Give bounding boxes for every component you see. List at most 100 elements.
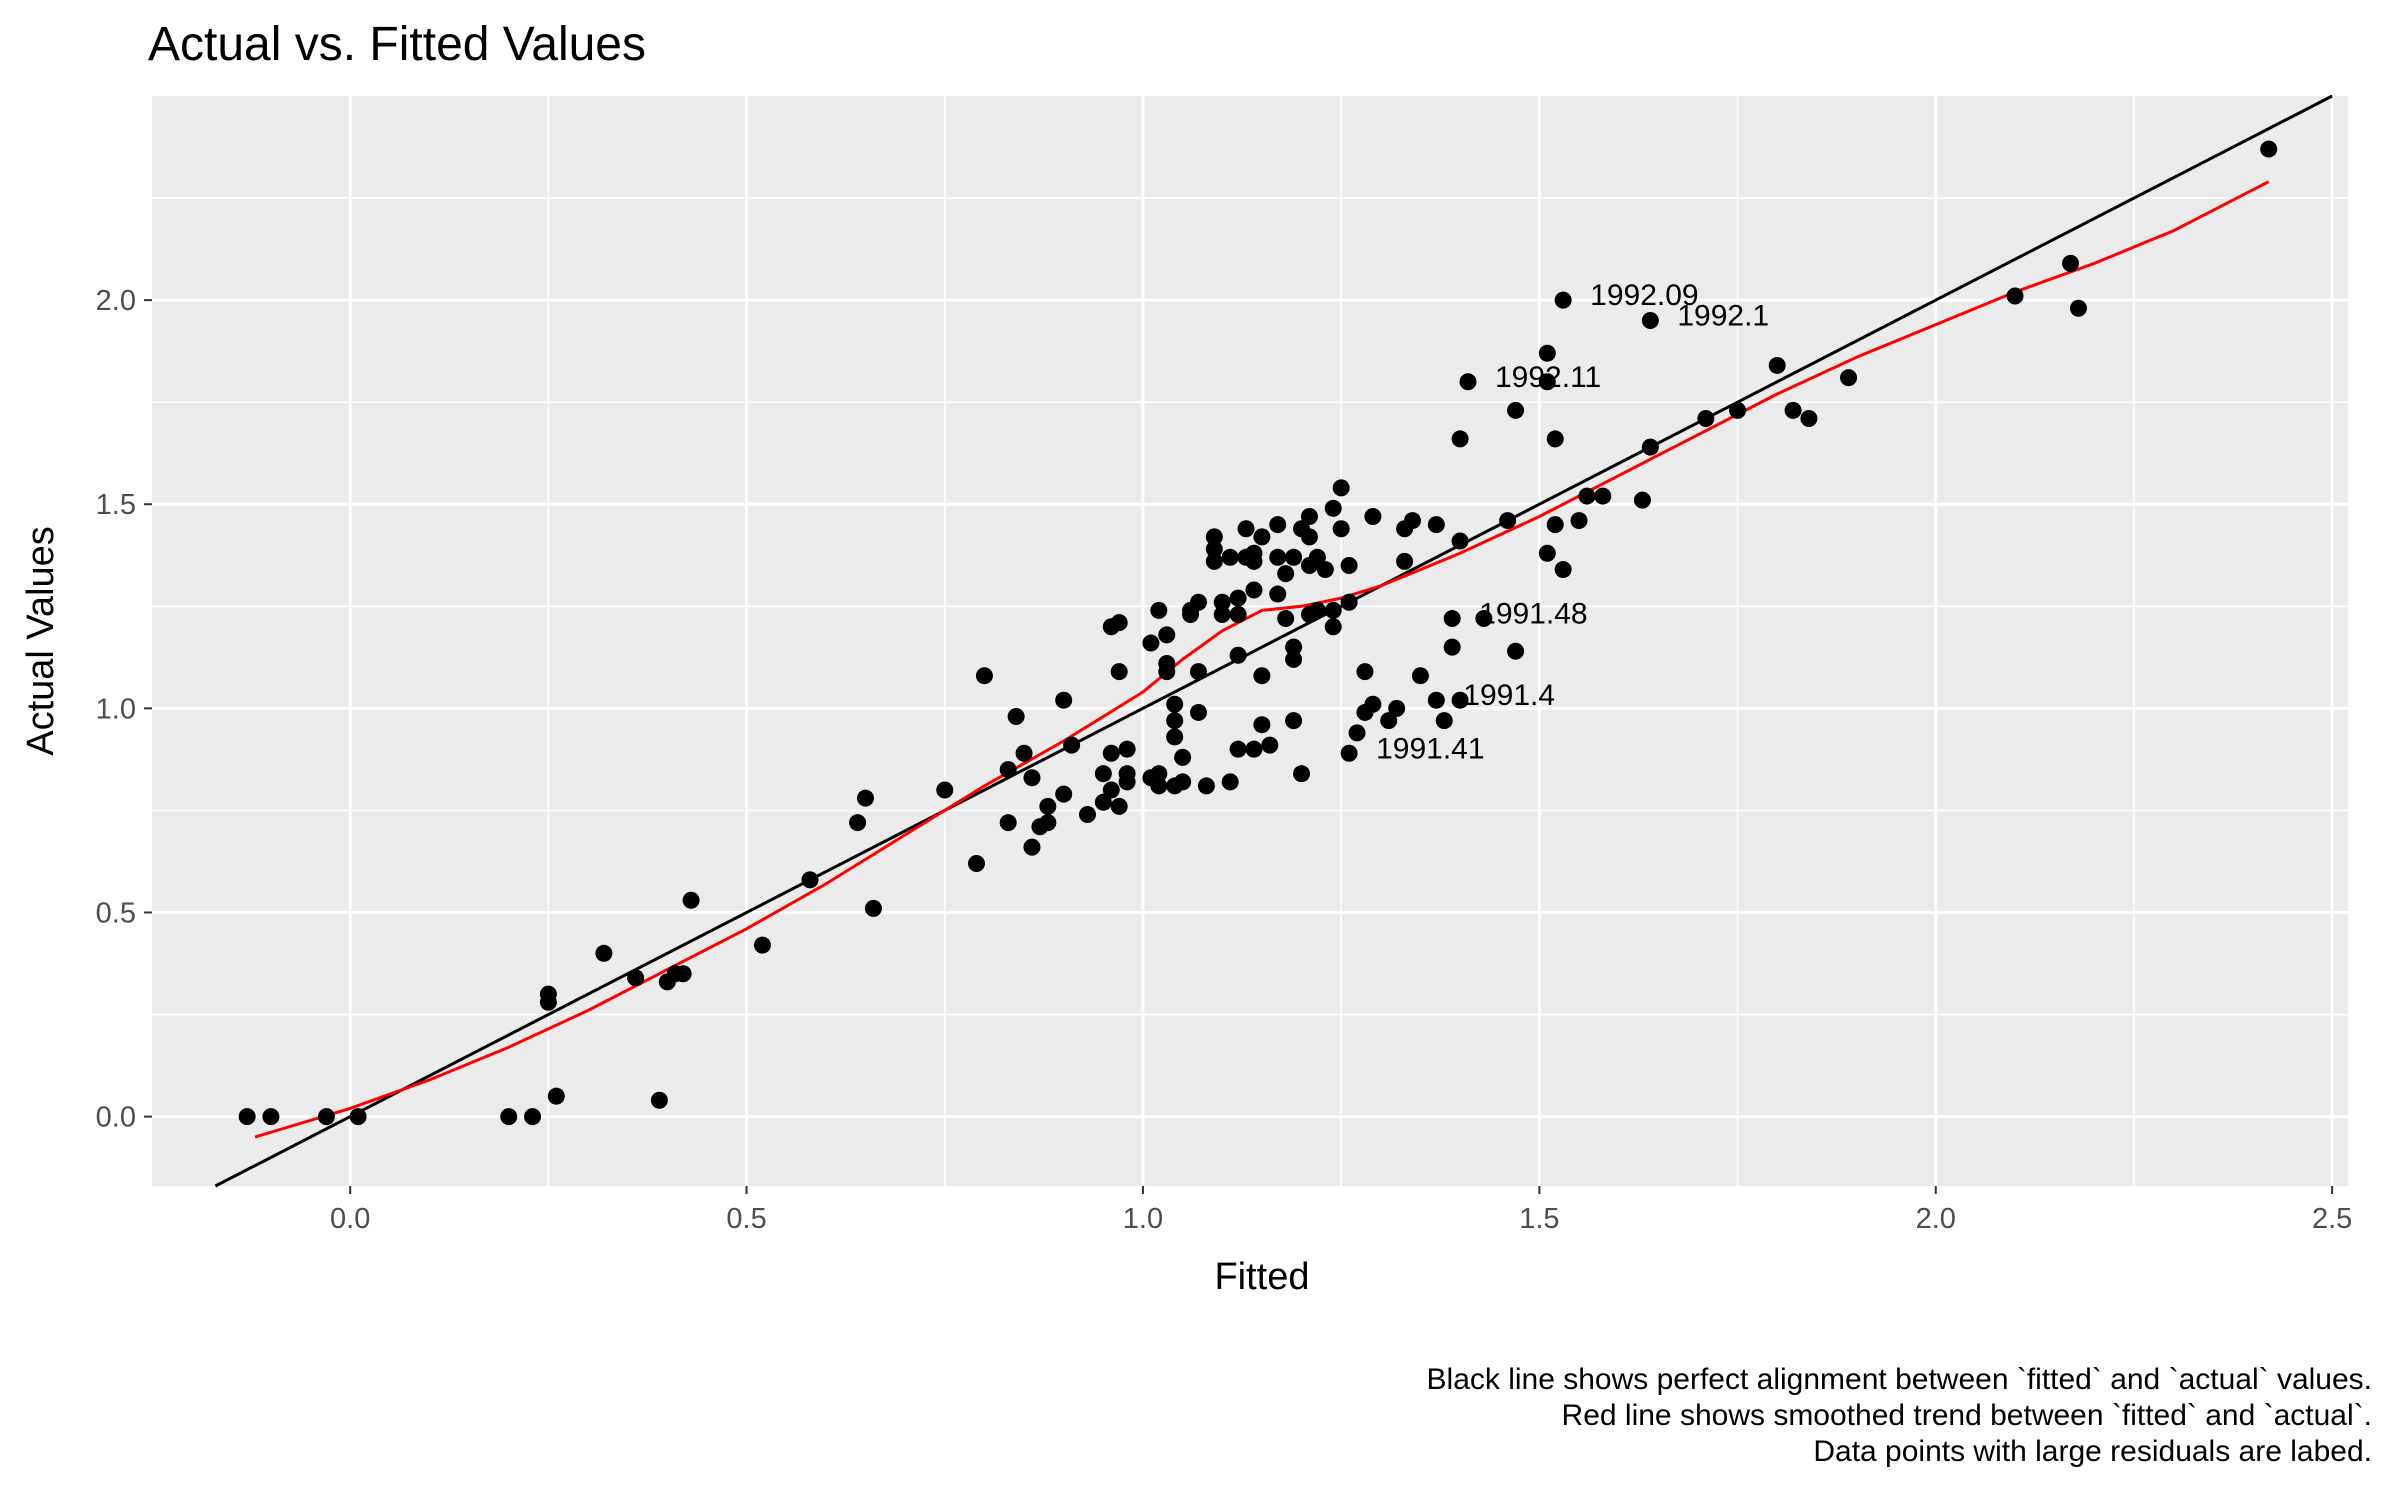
data-point [1094, 765, 1112, 783]
data-point [1538, 373, 1556, 391]
data-point [1189, 703, 1207, 721]
data-point [1499, 512, 1517, 530]
data-point [1451, 691, 1469, 709]
data-point [1213, 605, 1231, 623]
data-point [1324, 618, 1342, 636]
data-point [1697, 410, 1715, 428]
y-axis-ticks: 0.0 0.5 1.0 1.5 2.0 [96, 285, 152, 1134]
data-point [1507, 642, 1525, 660]
residual-label: 1991.41 [1376, 732, 1484, 765]
data-point [1277, 565, 1295, 583]
data-point [1594, 487, 1612, 505]
data-point [349, 1108, 367, 1126]
data-point [1443, 638, 1461, 656]
data-point [864, 899, 882, 917]
residual-label: 1992.09 [1590, 279, 1698, 312]
data-point [1205, 552, 1223, 570]
data-point [1364, 695, 1382, 713]
data-point [857, 789, 875, 807]
data-point [1229, 740, 1247, 758]
data-point [1213, 593, 1231, 611]
caption-line-1: Black line shows perfect alignment betwe… [1427, 1363, 2372, 1396]
residual-label: 1991.4 [1463, 679, 1555, 712]
data-point [1142, 634, 1160, 652]
data-point [1380, 712, 1398, 730]
data-point [1229, 646, 1247, 664]
data-point [1078, 806, 1096, 824]
data-point [1253, 716, 1271, 734]
data-point [2006, 287, 2024, 305]
data-point [1641, 312, 1659, 330]
data-point [1459, 373, 1477, 391]
data-point [1840, 369, 1858, 387]
data-point [1340, 556, 1358, 574]
data-point [1729, 401, 1747, 419]
data-point [1324, 499, 1342, 517]
data-point [547, 1087, 565, 1105]
data-point [682, 891, 700, 909]
data-point [317, 1108, 335, 1126]
data-point [524, 1108, 542, 1126]
y-tick-label: 0.0 [96, 1102, 136, 1134]
data-point [1039, 814, 1057, 832]
data-point [1221, 773, 1239, 791]
data-point [1388, 699, 1406, 717]
data-point [1189, 593, 1207, 611]
data-point [1285, 650, 1303, 668]
data-point [936, 781, 954, 799]
data-point [1269, 548, 1287, 566]
x-tick-label: 2.0 [1916, 1203, 1956, 1235]
data-point [1308, 601, 1326, 619]
data-point [1784, 401, 1802, 419]
data-point [1538, 544, 1556, 562]
y-tick-label: 2.0 [96, 285, 136, 317]
data-point [1189, 663, 1207, 681]
data-point [1102, 744, 1120, 762]
data-point [1039, 797, 1057, 815]
x-tick-label: 0.0 [330, 1203, 370, 1235]
data-point [262, 1108, 280, 1126]
x-axis-ticks: 0.0 0.5 1.0 1.5 2.0 2.5 [330, 1186, 2352, 1235]
data-point [2069, 299, 2087, 317]
data-point [1174, 773, 1192, 791]
data-point [1411, 667, 1429, 685]
data-point [674, 965, 692, 983]
x-axis-title: Fitted [1214, 1256, 1309, 1298]
data-point [1055, 785, 1073, 803]
data-point [1150, 777, 1168, 795]
data-point [999, 814, 1017, 832]
data-point [1237, 520, 1255, 538]
data-point [1451, 532, 1469, 550]
data-point [1768, 356, 1786, 374]
reference-line [214, 94, 2333, 1188]
data-point [1063, 736, 1081, 754]
data-point [500, 1108, 518, 1126]
data-point [1396, 552, 1414, 570]
data-point [1633, 491, 1651, 509]
data-point [1316, 561, 1334, 579]
data-point [2062, 254, 2080, 272]
data-point [1110, 614, 1128, 632]
data-point [1253, 667, 1271, 685]
data-point [1102, 781, 1120, 799]
data-point [1285, 548, 1303, 566]
caption-line-2: Red line shows smoothed trend between `f… [1562, 1399, 2372, 1432]
data-point [1538, 344, 1556, 362]
data-point [1443, 610, 1461, 628]
data-point [1221, 548, 1239, 566]
data-point [1253, 528, 1271, 546]
plot-panel [152, 96, 2348, 1186]
data-point [1205, 540, 1223, 558]
data-point [1427, 691, 1445, 709]
data-point [1800, 410, 1818, 428]
data-point [1427, 516, 1445, 534]
data-point [1245, 740, 1263, 758]
data-point [1110, 663, 1128, 681]
data-point [1340, 593, 1358, 611]
data-point [975, 667, 993, 685]
data-point [1554, 561, 1572, 579]
data-point [1110, 797, 1128, 815]
data-point [1546, 516, 1564, 534]
data-point [1245, 581, 1263, 599]
